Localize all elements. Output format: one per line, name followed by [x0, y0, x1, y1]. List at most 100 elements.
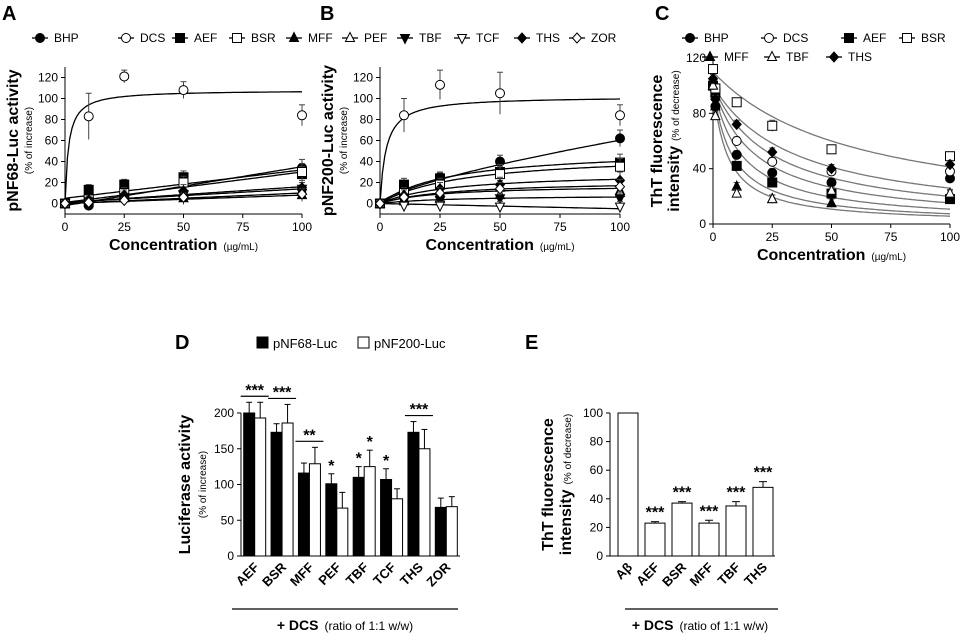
y-axis-label-sub: (% of decrease)	[563, 414, 574, 485]
bar-pnf200-luc	[308, 463, 321, 557]
data-point-dcs	[615, 110, 625, 121]
x-tick-label: MFF	[687, 559, 717, 589]
series-tbf	[707, 79, 956, 204]
data-point-zor	[83, 196, 94, 209]
x-tick-label: AEF	[633, 559, 662, 588]
panel-label-b: B	[320, 3, 334, 25]
data-point-ths	[826, 162, 837, 175]
y-axis-label: ThT fluorescence	[649, 75, 666, 208]
data-point-tcf	[494, 202, 506, 214]
x-tick-label: 0	[710, 230, 717, 244]
bar-pnf200-luc	[391, 498, 404, 557]
series-ths	[707, 73, 956, 175]
legend-text-mff: MFF	[308, 31, 333, 45]
data-point-ths	[731, 118, 742, 131]
bar-group-ths	[407, 421, 431, 557]
x-tick-label: THS	[741, 559, 770, 588]
legend-marker-tbf	[399, 34, 411, 45]
data-point-dcs	[435, 79, 445, 90]
y-axis-label-line2-text: intensity	[558, 489, 575, 555]
data-point-ths	[944, 158, 956, 171]
legend-c-marker-mff	[704, 50, 716, 61]
data-point-ths	[767, 146, 778, 158]
y-tick-label: 0	[227, 549, 234, 563]
legend-marker-ths	[516, 32, 528, 44]
data-point-tbf	[826, 184, 837, 195]
legend-marker-bsr	[232, 33, 242, 43]
significance-stars: ***	[245, 382, 264, 399]
y-tick-label: 0	[596, 549, 603, 563]
legend-c-marker-tbf	[766, 50, 778, 61]
legend-marker-pef	[344, 31, 356, 42]
data-point-dcs	[297, 110, 307, 121]
data-point-tbf	[710, 109, 721, 121]
legend-c: BHP DCS AEF BSR MFF TBF THS	[682, 31, 946, 64]
data-point-dcs	[399, 110, 409, 121]
y-tick-label: 200	[214, 406, 234, 420]
y-tick-label: 40	[45, 155, 59, 169]
x-tick-label: PEF	[315, 559, 344, 588]
bar-pnf200-luc	[445, 506, 458, 557]
y-tick-label: 40	[590, 492, 604, 506]
data-point-dcs	[731, 136, 742, 146]
y-tick-label: 100	[38, 92, 58, 106]
significance-star: *	[328, 458, 335, 475]
bar-pnf68-luc	[243, 412, 256, 557]
y-tick-label: 80	[360, 113, 374, 127]
y-tick-label: 100	[353, 92, 373, 106]
panel-label-c: C	[655, 3, 669, 25]
bar-group-zor	[434, 496, 458, 557]
bar-group-ths: ***	[752, 465, 774, 557]
significance-stars: ***	[727, 485, 746, 502]
y-tick-label: 80	[45, 113, 59, 127]
y-tick-label: 80	[590, 435, 604, 449]
y-tick-label: 0	[51, 197, 58, 211]
panel-label-d: D	[175, 332, 189, 354]
data-point-zor	[434, 187, 446, 199]
panel-label-a: A	[2, 3, 16, 25]
legend-text-zor: ZOR	[591, 31, 617, 45]
data-point-zor	[494, 183, 506, 195]
x-tick-label: 100	[292, 220, 312, 234]
data-point-tbf	[731, 186, 743, 198]
y-tick-label: 20	[360, 176, 374, 190]
significance-stars: ***	[700, 503, 719, 520]
legend-c-marker-aef	[844, 33, 854, 43]
y-tick-label: 120	[686, 51, 706, 65]
data-point-tbf	[614, 194, 626, 205]
y-tick-label: 150	[214, 442, 234, 456]
fit-curve-bsr	[713, 71, 951, 168]
bar-group-tbf: ***	[725, 485, 747, 557]
condition-text: + DCS	[632, 617, 674, 633]
x-tick-label: 25	[433, 220, 447, 234]
x-axis-label: Concentration (µg/mL)	[425, 237, 574, 254]
bar-pnf68-luc	[325, 483, 338, 557]
significance-stars: ***	[673, 485, 692, 502]
x-axis-label: Concentration (µg/mL)	[757, 247, 906, 264]
legend-c-text-ths: THS	[848, 50, 872, 64]
condition-sub: (ratio of 1:1 w/w)	[324, 619, 413, 633]
data-point-bsr	[615, 161, 625, 172]
legend-text-bsr: BSR	[251, 31, 276, 45]
legend-marker-mff	[288, 31, 300, 42]
legend-ab: BHP DCS AEF BSR MFF PEF TBF TCF THS ZOR	[32, 31, 617, 45]
legend-c-marker-bhp	[685, 33, 695, 43]
bar-group-bsr	[270, 403, 294, 557]
data-point-bhp	[767, 167, 778, 178]
x-axis-label-unit: (µg/mL)	[223, 242, 258, 253]
data-point-tbf	[766, 192, 778, 204]
data-point-zor	[374, 197, 386, 210]
data-point-aef	[731, 160, 742, 171]
y-tick-label: 60	[45, 134, 59, 148]
legend-c-marker-ths	[828, 51, 840, 63]
y-tick-label: 20	[45, 176, 59, 190]
significance-star: *	[356, 451, 363, 468]
data-point-dcs	[178, 85, 189, 96]
y-axis-label: ThT fluorescence	[540, 418, 557, 551]
data-point-dcs	[767, 156, 778, 167]
x-tick-label: AEF	[233, 559, 262, 588]
bar-group-tbf	[352, 449, 376, 557]
data-point-bsr	[708, 64, 718, 75]
data-point-tbf	[707, 79, 719, 90]
legend-c-text-aef: AEF	[863, 31, 886, 45]
